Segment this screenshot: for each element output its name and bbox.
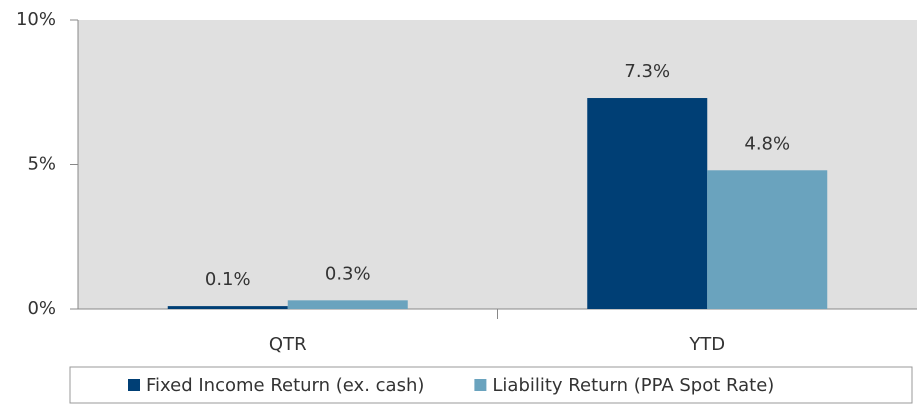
value-label: 0.3% xyxy=(325,263,371,284)
x-tick-label: QTR xyxy=(269,334,307,355)
bar xyxy=(587,98,708,309)
x-tick-label: YTD xyxy=(688,334,725,355)
legend-label: Liability Return (PPA Spot Rate) xyxy=(492,375,774,396)
legend-box xyxy=(69,366,913,404)
legend-swatch xyxy=(474,379,487,391)
legend-swatch xyxy=(128,379,140,391)
legend-label: Fixed Income Return (ex. cash) xyxy=(146,375,424,396)
value-label: 0.1% xyxy=(205,269,251,290)
bar xyxy=(707,170,828,309)
value-label: 4.8% xyxy=(744,133,790,154)
value-label: 7.3% xyxy=(624,61,670,82)
bar xyxy=(287,300,408,309)
y-tick-label: 5% xyxy=(27,154,56,175)
y-tick-label: 10% xyxy=(16,9,56,30)
y-tick-label: 0% xyxy=(27,298,56,319)
bar xyxy=(167,306,288,309)
